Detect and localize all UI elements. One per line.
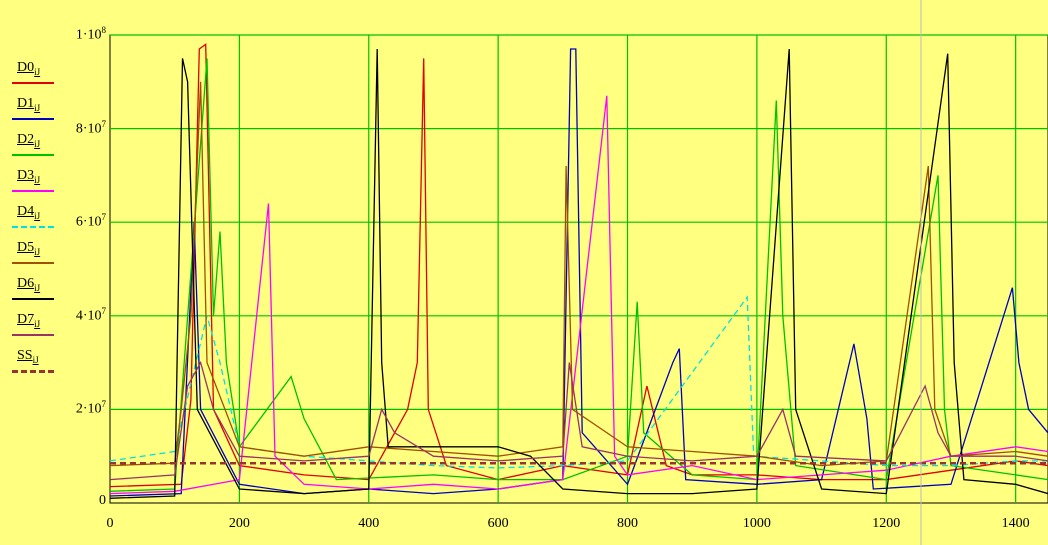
legend-label: D6iJ <box>17 276 41 293</box>
legend-entry-ss: SSiJ <box>8 348 70 388</box>
series-line-d7 <box>109 360 1048 481</box>
legend-label: D4iJ <box>17 204 41 221</box>
y-tick-label: 0 <box>99 493 106 508</box>
legend-entry-d6: D6iJ <box>8 276 70 316</box>
legend-swatch <box>12 154 54 156</box>
y-tick-label: 8·107 <box>75 118 106 137</box>
legend-label: D0iJ <box>17 60 41 77</box>
legend-entry-d5: D5iJ <box>8 240 70 280</box>
x-tick-label: 200 <box>228 516 250 531</box>
legend-swatch <box>12 226 54 228</box>
legend-swatch <box>12 370 54 373</box>
legend-entry-d1: D1iJ <box>8 96 70 136</box>
series-line-d5 <box>109 81 1048 467</box>
legend-label: SSiJ <box>17 348 39 365</box>
legend-swatch <box>12 190 54 192</box>
legend-entry-d2: D2iJ <box>8 132 70 172</box>
legend: D0iJ D1iJ D2iJ D3iJ D4iJ D5iJ D6iJ D7iJ SSiJ <box>8 0 70 545</box>
x-tick-label: 1200 <box>872 516 901 531</box>
x-tick-label: 0 <box>106 516 114 531</box>
legend-entry-d0: D0iJ <box>8 60 70 100</box>
legend-entry-d7: D7iJ <box>8 312 70 352</box>
series-line-d6 <box>109 48 1048 499</box>
y-tick-label: 4·107 <box>75 305 106 324</box>
x-tick-label: 400 <box>358 516 380 531</box>
legend-swatch <box>12 334 54 336</box>
legend-label: D1iJ <box>17 96 41 113</box>
x-tick-label: 1400 <box>1001 516 1030 531</box>
x-tick-label: 1000 <box>742 516 771 531</box>
series-line-d3 <box>109 95 1048 495</box>
x-tick-label: 600 <box>487 516 509 531</box>
legend-entry-d3: D3iJ <box>8 168 70 208</box>
legend-swatch <box>12 262 54 264</box>
legend-label: D3iJ <box>17 168 41 185</box>
legend-entry-d4: D4iJ <box>8 204 70 244</box>
y-tick-label: 6·107 <box>75 212 106 230</box>
legend-label: D7iJ <box>17 312 41 329</box>
x-tick-label: 800 <box>617 516 639 531</box>
legend-swatch <box>12 82 54 84</box>
legend-swatch <box>12 118 54 120</box>
series-lines <box>109 43 1048 499</box>
series-line-d1 <box>109 48 1048 497</box>
y-tick-label: 2·107 <box>75 399 106 418</box>
y-tick-label: 1·108 <box>75 25 106 43</box>
legend-swatch <box>12 298 54 300</box>
legend-label: D5iJ <box>17 240 41 257</box>
series-line-d4 <box>109 295 1048 469</box>
legend-label: D2iJ <box>17 132 41 149</box>
series-line-d0 <box>109 43 1048 488</box>
